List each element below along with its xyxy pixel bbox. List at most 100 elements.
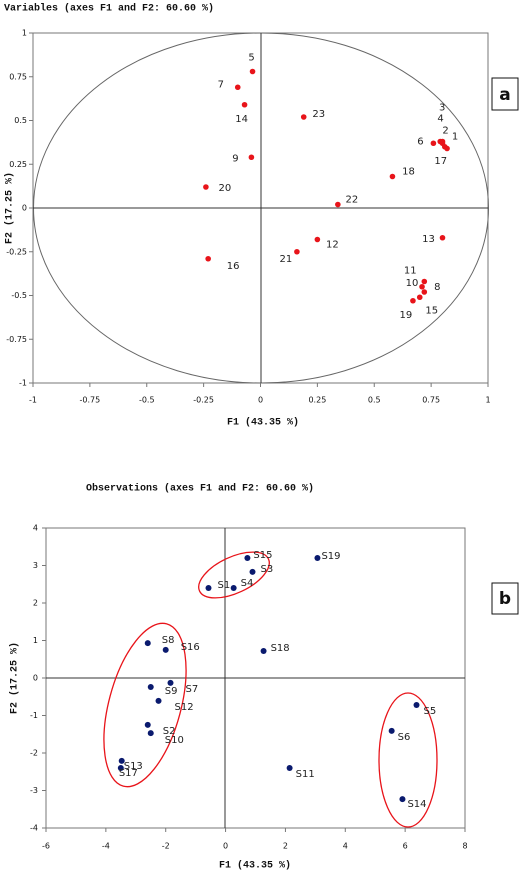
- x-tick-label: -0.5: [139, 396, 155, 405]
- point: [419, 283, 425, 290]
- x-axis-label: F1 (43.35 %): [227, 417, 299, 429]
- point: [421, 289, 428, 295]
- point-label: S10: [165, 735, 184, 746]
- panel-tag: b: [499, 589, 511, 609]
- point-label: 7: [218, 79, 224, 90]
- point-label: 1: [452, 132, 458, 143]
- y-tick-label: -0.25: [6, 247, 27, 256]
- x-tick-label: -0.75: [80, 396, 101, 405]
- panel-tag-box: [491, 582, 519, 615]
- y-tick-label: -1: [30, 711, 38, 720]
- point: [294, 248, 300, 255]
- point: [147, 730, 154, 737]
- y-tick-label: 3: [33, 561, 38, 570]
- x-tick-label: 0: [223, 842, 228, 851]
- point: [144, 721, 151, 728]
- point-label: 3: [439, 103, 445, 114]
- y-axis-label: F2 (17.25 %): [4, 172, 16, 244]
- point-label: S15: [253, 550, 272, 561]
- y-tick-label: -3: [30, 786, 38, 795]
- panel-tag-box: [491, 77, 519, 111]
- point: [314, 555, 321, 561]
- point-label: S17: [119, 768, 138, 779]
- x-tick-label: 0: [258, 396, 263, 405]
- point-label: S12: [175, 702, 194, 713]
- chart-title: Variables (axes F1 and F2: 60.60 %): [4, 3, 214, 15]
- y-tick-label: 0: [22, 204, 27, 213]
- point-label: 22: [345, 195, 358, 206]
- y-tick-label: 0.75: [9, 72, 27, 81]
- group-ellipse: [378, 692, 438, 828]
- point: [389, 173, 396, 180]
- point-label: 9: [232, 153, 238, 164]
- point-label: 12: [326, 240, 339, 251]
- x-tick-label: 1: [485, 396, 490, 405]
- x-tick-label: 0.75: [422, 396, 440, 405]
- point-label: 18: [402, 167, 415, 178]
- point-label: 20: [219, 183, 232, 194]
- point-label: 23: [312, 109, 325, 120]
- point-label: S1: [218, 580, 231, 591]
- group-ellipse: [103, 622, 187, 788]
- point-label: 2: [442, 125, 448, 136]
- point-label: 16: [227, 261, 240, 272]
- point: [203, 184, 209, 190]
- point: [155, 697, 162, 704]
- x-tick-label: 0.25: [308, 396, 326, 405]
- point: [244, 555, 251, 561]
- y-tick-label: 1: [22, 29, 27, 38]
- point-label: S9: [165, 686, 178, 697]
- y-tick-label: -0.5: [11, 291, 27, 300]
- point-label: 5: [248, 53, 254, 64]
- point: [118, 757, 125, 764]
- x-tick-label: 0.5: [368, 396, 381, 405]
- point-label: 6: [417, 136, 423, 147]
- y-tick-label: 0.5: [14, 116, 27, 125]
- point-label: S18: [271, 643, 290, 654]
- x-tick-label: -0.25: [193, 396, 214, 405]
- x-tick-label: 4: [343, 842, 348, 851]
- point: [441, 143, 448, 150]
- point-label: 14: [235, 114, 248, 125]
- panel-tag: a: [499, 85, 510, 105]
- point: [413, 702, 420, 708]
- point-label: S8: [162, 635, 175, 646]
- y-tick-label: 0.25: [9, 160, 27, 169]
- y-tick-label: 2: [33, 599, 38, 608]
- point: [416, 294, 423, 301]
- point-label: 13: [422, 234, 435, 245]
- x-tick-label: -1: [29, 396, 37, 405]
- point: [205, 255, 211, 262]
- point: [300, 114, 307, 120]
- point: [147, 684, 154, 690]
- point-label: S6: [398, 732, 411, 743]
- point-label: 11: [404, 266, 417, 277]
- point: [399, 796, 406, 803]
- point: [388, 727, 395, 734]
- point: [430, 140, 437, 147]
- point-label: S4: [241, 578, 254, 589]
- y-tick-label: 4: [33, 524, 38, 533]
- point-label: S5: [424, 706, 437, 717]
- x-tick-label: -4: [102, 842, 110, 851]
- x-tick-label: -2: [162, 842, 170, 851]
- point-label: 19: [400, 310, 413, 321]
- point: [410, 297, 416, 304]
- point-label: S3: [261, 564, 274, 575]
- point: [249, 568, 256, 575]
- point-label: 17: [434, 156, 447, 167]
- point-label: S14: [407, 799, 426, 810]
- point: [167, 679, 174, 686]
- x-tick-label: 6: [403, 842, 408, 851]
- point: [162, 646, 169, 653]
- point: [421, 278, 428, 285]
- point-label: S13: [124, 761, 143, 772]
- point: [439, 138, 446, 145]
- point-label: S11: [296, 769, 315, 780]
- point-label: S2: [163, 726, 176, 737]
- x-tick-label: 8: [462, 842, 467, 851]
- point: [249, 68, 256, 75]
- point: [205, 585, 212, 591]
- point: [248, 154, 255, 161]
